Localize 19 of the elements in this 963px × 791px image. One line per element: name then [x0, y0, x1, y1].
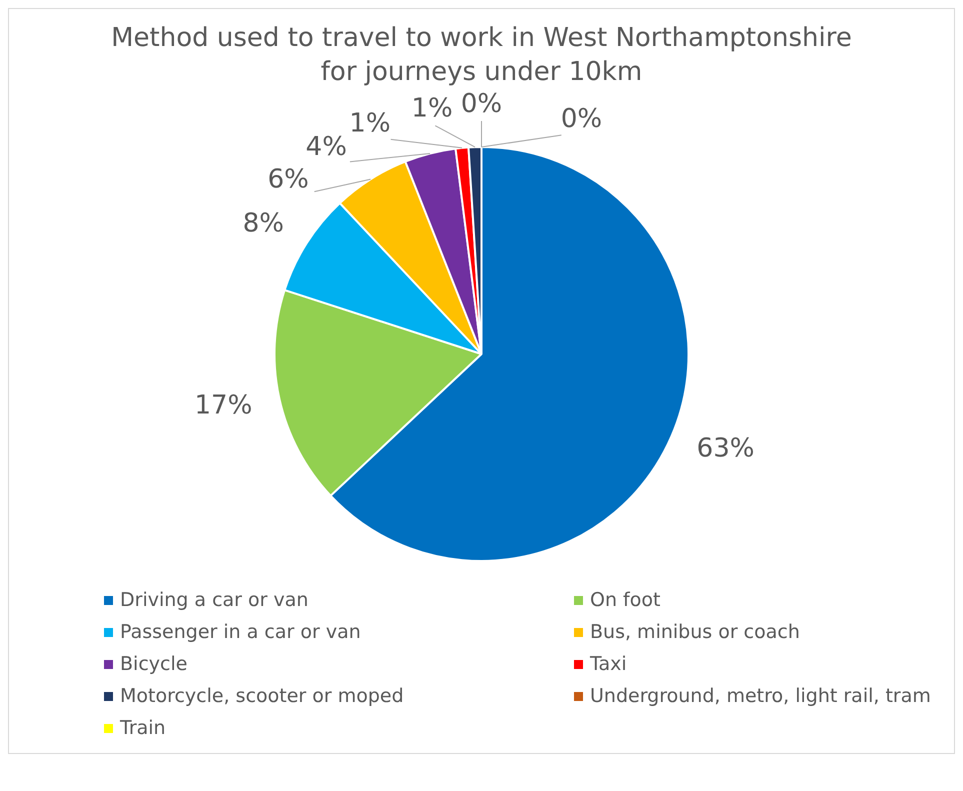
- legend-label: Taxi: [590, 653, 627, 675]
- data-label: 4%: [306, 132, 347, 162]
- legend-label: Underground, metro, light rail, tram: [590, 685, 931, 707]
- data-label: 63%: [696, 433, 754, 464]
- legend-label: On foot: [590, 589, 660, 611]
- chart-title: Method used to travel to work in West Northamptonshire for journeys under 10km: [110, 22, 853, 89]
- data-label: 17%: [194, 390, 252, 420]
- text: 0%: [460, 88, 502, 119]
- data-label: 8%: [242, 208, 284, 239]
- legend-label: Train: [120, 717, 166, 739]
- data-label: 1%: [349, 108, 391, 138]
- text: 0%: [560, 104, 602, 134]
- legend-label: Passenger in a car or van: [120, 621, 361, 643]
- data-label: 6%: [268, 164, 309, 194]
- legend-label: Bicycle: [120, 653, 188, 675]
- legend-label: Driving a car or van: [120, 589, 308, 611]
- data-label: 1%: [411, 94, 453, 124]
- legend-label: Motorcycle, scooter or moped: [120, 685, 404, 707]
- legend-label: Bus, minibus or coach: [590, 621, 800, 643]
